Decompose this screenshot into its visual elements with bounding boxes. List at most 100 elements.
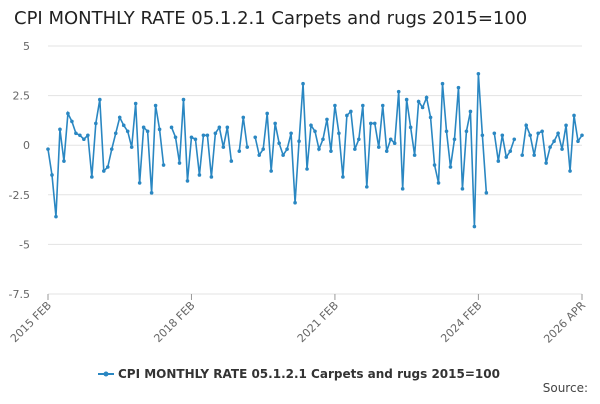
point bbox=[568, 169, 572, 173]
point bbox=[261, 147, 265, 151]
point bbox=[524, 123, 529, 128]
point bbox=[428, 115, 433, 120]
point bbox=[273, 121, 277, 126]
point bbox=[424, 95, 429, 100]
point bbox=[297, 139, 301, 144]
point bbox=[440, 81, 445, 86]
point bbox=[213, 131, 218, 136]
x-tick-label: 2015 FEB bbox=[8, 299, 54, 345]
y-tick-label: 0 bbox=[23, 139, 30, 152]
point bbox=[444, 129, 449, 134]
y-tick-label: 5 bbox=[23, 40, 30, 53]
point bbox=[221, 145, 226, 149]
point bbox=[117, 115, 122, 120]
point bbox=[384, 149, 389, 153]
point bbox=[101, 169, 106, 173]
y-tick-label: -5 bbox=[19, 238, 30, 251]
point bbox=[436, 181, 441, 185]
point bbox=[225, 125, 230, 130]
point bbox=[46, 147, 50, 151]
point bbox=[257, 153, 262, 157]
point bbox=[432, 163, 437, 167]
point bbox=[153, 103, 158, 108]
point bbox=[576, 139, 580, 144]
point bbox=[161, 163, 166, 167]
y-tick-label: 2.5 bbox=[13, 90, 31, 103]
line bbox=[47, 73, 583, 227]
point bbox=[98, 97, 102, 102]
point bbox=[157, 127, 162, 132]
point bbox=[173, 135, 178, 140]
y-tick-label: -7.5 bbox=[9, 288, 30, 301]
point bbox=[380, 103, 385, 108]
point bbox=[105, 165, 110, 169]
point bbox=[94, 121, 98, 126]
point bbox=[189, 135, 194, 140]
point bbox=[321, 137, 325, 142]
point bbox=[448, 165, 453, 169]
point bbox=[460, 187, 465, 191]
point bbox=[277, 141, 281, 146]
point bbox=[137, 181, 142, 185]
point bbox=[404, 97, 409, 102]
point bbox=[392, 141, 397, 146]
point bbox=[492, 131, 497, 136]
point bbox=[62, 159, 66, 163]
point bbox=[544, 161, 548, 165]
point bbox=[528, 133, 532, 138]
point bbox=[58, 127, 62, 132]
legend-label: CPI MONTHLY RATE 05.1.2.1 Carpets and ru… bbox=[118, 367, 500, 381]
point bbox=[572, 113, 576, 118]
point bbox=[229, 159, 234, 163]
point bbox=[70, 119, 74, 124]
point bbox=[269, 169, 273, 173]
point bbox=[253, 135, 258, 140]
point bbox=[293, 200, 297, 205]
point bbox=[512, 137, 517, 142]
point bbox=[536, 131, 540, 136]
point bbox=[237, 149, 242, 153]
point bbox=[217, 125, 222, 130]
y-tick-label: -2.5 bbox=[9, 189, 30, 202]
point bbox=[201, 133, 206, 138]
point bbox=[74, 131, 78, 136]
point bbox=[113, 131, 118, 136]
point bbox=[317, 147, 321, 151]
point bbox=[78, 133, 82, 138]
point bbox=[337, 131, 341, 136]
point bbox=[341, 175, 345, 179]
point bbox=[121, 123, 126, 128]
x-tick-label: 2018 FEB bbox=[151, 299, 197, 345]
point bbox=[129, 145, 134, 149]
point bbox=[368, 121, 373, 126]
point bbox=[552, 139, 556, 144]
point bbox=[169, 125, 174, 130]
point bbox=[90, 175, 94, 179]
point bbox=[520, 153, 525, 157]
point bbox=[396, 89, 401, 94]
point bbox=[185, 179, 190, 183]
point bbox=[285, 147, 289, 151]
point bbox=[456, 85, 461, 90]
point bbox=[361, 103, 365, 108]
point bbox=[412, 153, 417, 157]
point bbox=[420, 105, 425, 110]
point bbox=[484, 191, 489, 195]
point bbox=[325, 117, 329, 122]
point bbox=[476, 71, 481, 76]
point bbox=[472, 224, 477, 229]
point bbox=[50, 173, 54, 177]
point bbox=[400, 187, 405, 191]
point bbox=[353, 147, 357, 151]
point bbox=[193, 137, 198, 142]
point bbox=[504, 155, 509, 159]
point bbox=[289, 131, 293, 136]
point bbox=[125, 129, 130, 134]
point bbox=[548, 145, 552, 149]
x-tick-label: 2021 FEB bbox=[295, 299, 341, 345]
point bbox=[109, 147, 114, 151]
point bbox=[141, 125, 146, 130]
point bbox=[301, 81, 305, 86]
x-tick-label: 2026 APR bbox=[541, 299, 588, 346]
point bbox=[241, 115, 246, 120]
